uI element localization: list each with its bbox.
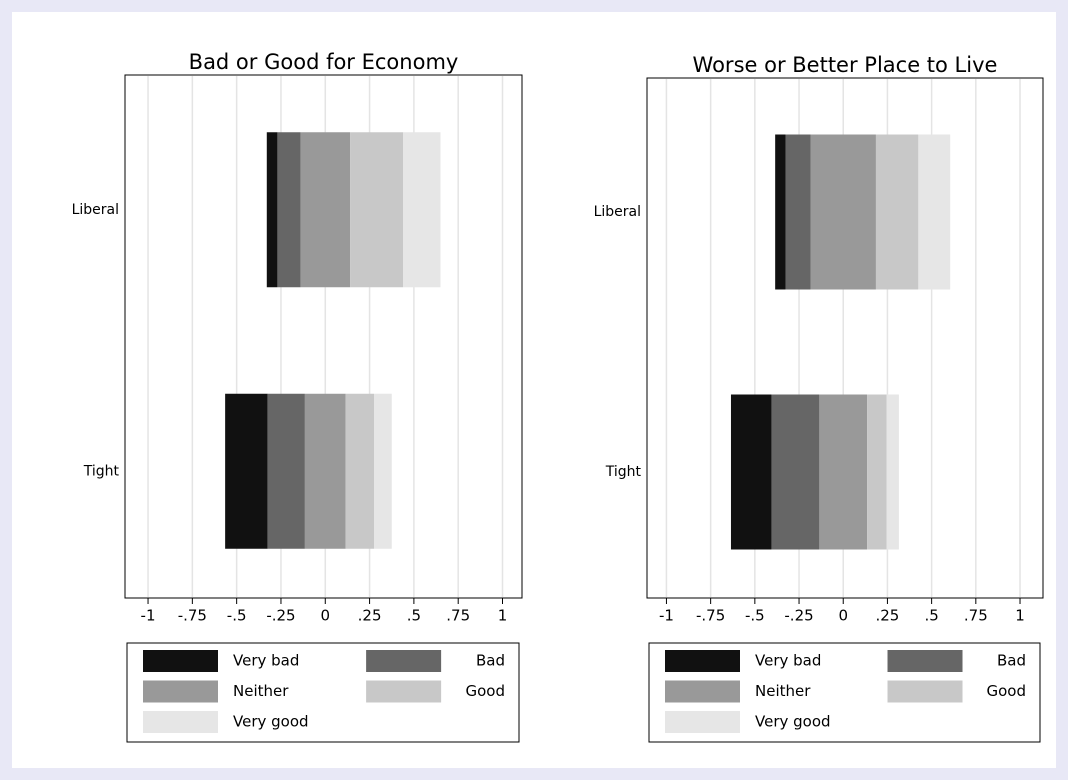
bar-segment bbox=[300, 132, 351, 288]
legend-swatch bbox=[665, 680, 740, 703]
bar-segment bbox=[785, 134, 811, 290]
legend-swatch bbox=[887, 650, 963, 672]
bar-segment bbox=[730, 394, 772, 550]
bar-segment bbox=[819, 394, 868, 550]
x-tick-label: -1 bbox=[141, 607, 156, 625]
bar-segment bbox=[771, 394, 820, 550]
y-tick-label: Tight bbox=[83, 463, 120, 479]
x-tick-label: .75 bbox=[446, 607, 470, 625]
y-tick-label: Tight bbox=[605, 464, 642, 480]
bar-segment bbox=[350, 132, 404, 288]
legend-label: Good bbox=[466, 682, 506, 700]
legend-label: Very bad bbox=[233, 652, 299, 670]
bar-segment bbox=[886, 394, 899, 550]
legend-swatch bbox=[143, 680, 218, 703]
x-tick-label: 1 bbox=[1015, 607, 1025, 625]
legend-swatch bbox=[143, 711, 218, 733]
legend-label: Very good bbox=[755, 713, 831, 731]
legend-swatch bbox=[143, 650, 218, 672]
x-tick-label: 1 bbox=[498, 607, 508, 625]
x-tick-label: .5 bbox=[924, 607, 938, 625]
bar-segment bbox=[875, 134, 919, 290]
bar-segment bbox=[267, 393, 305, 549]
x-tick-label: .5 bbox=[407, 607, 421, 625]
x-tick-label: -.75 bbox=[178, 607, 207, 625]
legend-swatch bbox=[887, 680, 963, 703]
x-tick-label: -1 bbox=[659, 607, 674, 625]
y-tick-label: Liberal bbox=[72, 202, 119, 218]
legend-label: Good bbox=[987, 682, 1027, 700]
bar-segment bbox=[918, 134, 951, 290]
legend-label: Bad bbox=[997, 652, 1026, 670]
legend-swatch bbox=[665, 650, 740, 672]
bar-segment bbox=[266, 132, 278, 288]
legend-label: Neither bbox=[233, 682, 289, 700]
x-tick-label: 0 bbox=[320, 607, 330, 625]
bar-segment bbox=[374, 393, 392, 549]
legend-swatch bbox=[366, 680, 442, 703]
bar-segment bbox=[225, 393, 268, 549]
legend-label: Very bad bbox=[755, 652, 821, 670]
chart-title: Bad or Good for Economy bbox=[189, 50, 459, 74]
x-tick-label: .25 bbox=[358, 607, 382, 625]
chart-title: Worse or Better Place to Live bbox=[693, 53, 998, 77]
legend-label: Very good bbox=[233, 713, 309, 731]
bar-segment bbox=[867, 394, 887, 550]
legend-label: Bad bbox=[476, 652, 505, 670]
bar-segment bbox=[810, 134, 876, 290]
bar-segment bbox=[403, 132, 441, 288]
bar-segment bbox=[304, 393, 346, 549]
x-tick-label: -.25 bbox=[266, 607, 295, 625]
x-tick-label: .25 bbox=[875, 607, 899, 625]
x-tick-label: 0 bbox=[838, 607, 848, 625]
legend-label: Neither bbox=[755, 682, 811, 700]
x-tick-label: -.5 bbox=[745, 607, 765, 625]
bar-segment bbox=[775, 134, 786, 290]
y-tick-label: Liberal bbox=[594, 204, 641, 220]
legend-swatch bbox=[665, 711, 740, 733]
legend-swatch bbox=[366, 650, 442, 672]
x-tick-label: -.25 bbox=[784, 607, 813, 625]
bar-segment bbox=[345, 393, 375, 549]
bar-segment bbox=[277, 132, 301, 288]
x-tick-label: -.75 bbox=[696, 607, 725, 625]
x-tick-label: .75 bbox=[964, 607, 988, 625]
x-tick-label: -.5 bbox=[227, 607, 247, 625]
